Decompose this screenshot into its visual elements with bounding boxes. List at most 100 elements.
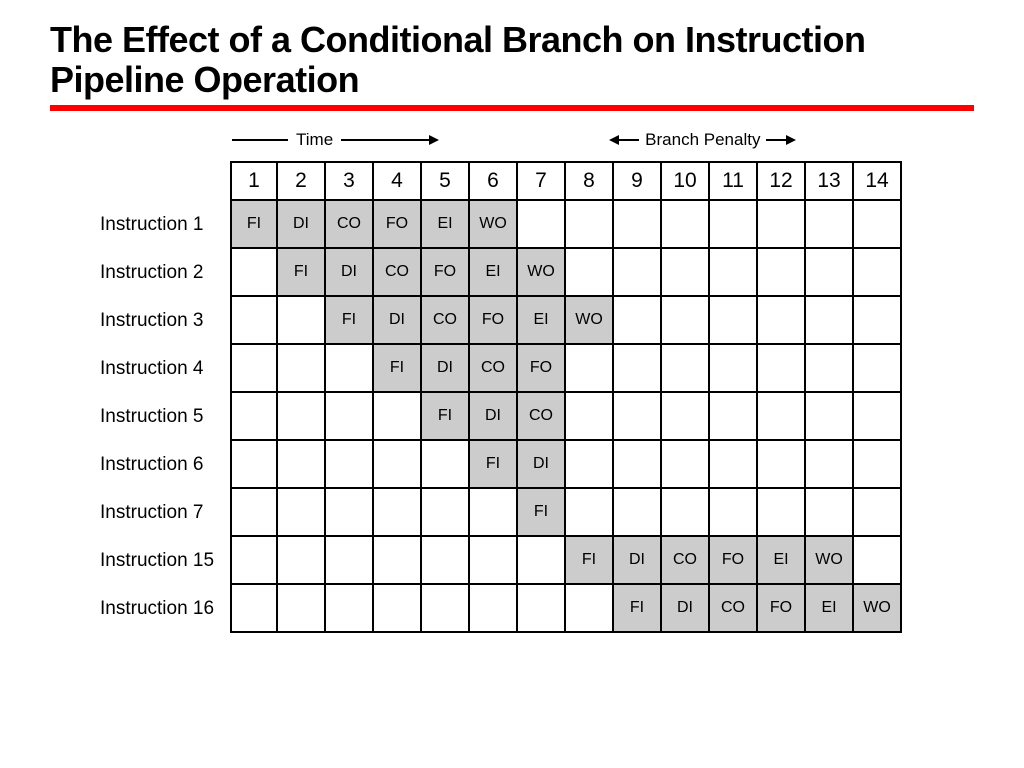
pipeline-cell: CO [422,297,470,345]
pipeline-cell: FO [374,201,422,249]
time-label: Time [296,130,333,150]
pipeline-cell [614,345,662,393]
pipeline-cell [230,441,278,489]
pipeline-cell [326,441,374,489]
pipeline-cell: FI [326,297,374,345]
pipeline-cell [758,441,806,489]
pipeline-cell: FI [518,489,566,537]
pipeline-cell [662,249,710,297]
pipeline-cell [278,297,326,345]
pipeline-cell [758,201,806,249]
pipeline-cell: EI [518,297,566,345]
column-header: 2 [278,161,326,201]
pipeline-cell [566,201,614,249]
instruction-row-label: Instruction 5 [100,393,230,441]
column-headers: 1234567891011121314 [230,161,902,201]
pipeline-cell [806,441,854,489]
pipeline-cell: CO [470,345,518,393]
pipeline-cell [710,249,758,297]
pipeline-cell [326,393,374,441]
pipeline-cell: FO [518,345,566,393]
penalty-label: Branch Penalty [645,130,760,150]
pipeline-cell [614,249,662,297]
pipeline-cell: CO [710,585,758,633]
column-header: 8 [566,161,614,201]
pipeline-cell [326,585,374,633]
pipeline-cell: DI [662,585,710,633]
pipeline-cell: FI [230,201,278,249]
pipeline-cell [806,297,854,345]
pipeline-cell [854,393,902,441]
pipeline-cell: EI [422,201,470,249]
instruction-row: FIDICOFO [230,345,902,393]
pipeline-cell [230,297,278,345]
pipeline-cell: WO [470,201,518,249]
slide-title: The Effect of a Conditional Branch on In… [50,20,974,99]
pipeline-cell [230,537,278,585]
pipeline-cell: DI [470,393,518,441]
pipeline-cell [758,489,806,537]
column-header: 7 [518,161,566,201]
pipeline-cell [278,585,326,633]
pipeline-cell [230,249,278,297]
pipeline-cell [470,585,518,633]
pipeline-cell [422,585,470,633]
instruction-row: FI [230,489,902,537]
pipeline-cell: EI [470,249,518,297]
pipeline-cell [614,201,662,249]
pipeline-cell: EI [758,537,806,585]
pipeline-cell: FO [470,297,518,345]
pipeline-cell [326,345,374,393]
pipeline-cell [374,585,422,633]
pipeline-cell [422,489,470,537]
instruction-row-label: Instruction 16 [100,585,230,633]
pipeline-cell: CO [518,393,566,441]
pipeline-cell: FI [374,345,422,393]
pipeline-cell [854,489,902,537]
column-header: 14 [854,161,902,201]
pipeline-cell [326,537,374,585]
pipeline-cell [662,441,710,489]
pipeline-cell [806,489,854,537]
pipeline-cell [710,393,758,441]
pipeline-cell: DI [518,441,566,489]
pipeline-cell [806,393,854,441]
pipeline-cell [758,345,806,393]
pipeline-cell [230,585,278,633]
penalty-arrow-block: Branch Penalty [609,130,796,150]
penalty-arrow-left [609,133,639,147]
instruction-row-label: Instruction 7 [100,489,230,537]
pipeline-cell [422,441,470,489]
pipeline-cell: WO [518,249,566,297]
pipeline-cell [854,297,902,345]
instruction-row: FIDICOFOEIWO [230,249,902,297]
pipeline-cell: WO [806,537,854,585]
pipeline-cell: DI [278,201,326,249]
pipeline-cell [374,441,422,489]
pipeline-cell [374,393,422,441]
instruction-row: FIDICOFOEIWO [230,537,902,585]
instruction-row: FIDICOFOEIWO [230,201,902,249]
instruction-row-label: Instruction 6 [100,441,230,489]
pipeline-cell [566,393,614,441]
time-arrow-right [339,133,439,147]
pipeline-cell: FI [278,249,326,297]
pipeline-cell [806,201,854,249]
pipeline-cell: FO [422,249,470,297]
column-header: 13 [806,161,854,201]
pipeline-cell [566,249,614,297]
pipeline-cell: CO [326,201,374,249]
pipeline-cell [518,537,566,585]
pipeline-cell: DI [374,297,422,345]
pipeline-cell [470,537,518,585]
pipeline-cell: FI [566,537,614,585]
time-arrow-block: Time [230,130,439,150]
pipeline-cell [854,249,902,297]
instruction-row-label: Instruction 3 [100,297,230,345]
pipeline-cell: WO [854,585,902,633]
pipeline-cell [566,585,614,633]
pipeline-cell [374,537,422,585]
pipeline-cell [758,249,806,297]
instruction-row: FIDICOFOEIWO [230,297,902,345]
pipeline-cell [326,489,374,537]
